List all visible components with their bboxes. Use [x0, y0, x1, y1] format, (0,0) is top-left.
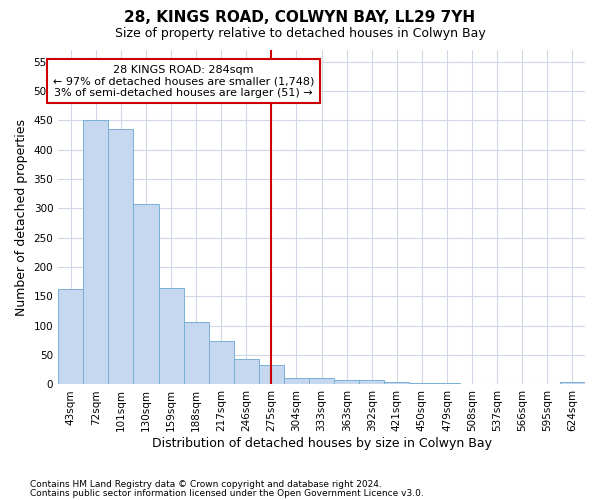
Y-axis label: Number of detached properties: Number of detached properties	[15, 118, 28, 316]
Bar	[385, 382, 409, 384]
Bar	[83, 120, 109, 384]
Bar	[133, 204, 158, 384]
Bar	[560, 382, 585, 384]
Text: Contains HM Land Registry data © Crown copyright and database right 2024.: Contains HM Land Registry data © Crown c…	[30, 480, 382, 489]
Bar	[184, 322, 209, 384]
Bar	[259, 365, 284, 384]
Bar	[309, 378, 334, 384]
Bar	[234, 358, 259, 384]
Bar	[359, 380, 385, 384]
Bar	[58, 289, 83, 384]
Text: 28, KINGS ROAD, COLWYN BAY, LL29 7YH: 28, KINGS ROAD, COLWYN BAY, LL29 7YH	[124, 10, 476, 25]
Bar	[334, 380, 359, 384]
Bar	[284, 378, 309, 384]
Bar	[158, 288, 184, 384]
Bar	[409, 382, 434, 384]
Bar	[109, 129, 133, 384]
Bar	[209, 341, 234, 384]
Text: Size of property relative to detached houses in Colwyn Bay: Size of property relative to detached ho…	[115, 28, 485, 40]
X-axis label: Distribution of detached houses by size in Colwyn Bay: Distribution of detached houses by size …	[152, 437, 491, 450]
Text: 28 KINGS ROAD: 284sqm
← 97% of detached houses are smaller (1,748)
3% of semi-de: 28 KINGS ROAD: 284sqm ← 97% of detached …	[53, 64, 314, 98]
Text: Contains public sector information licensed under the Open Government Licence v3: Contains public sector information licen…	[30, 488, 424, 498]
